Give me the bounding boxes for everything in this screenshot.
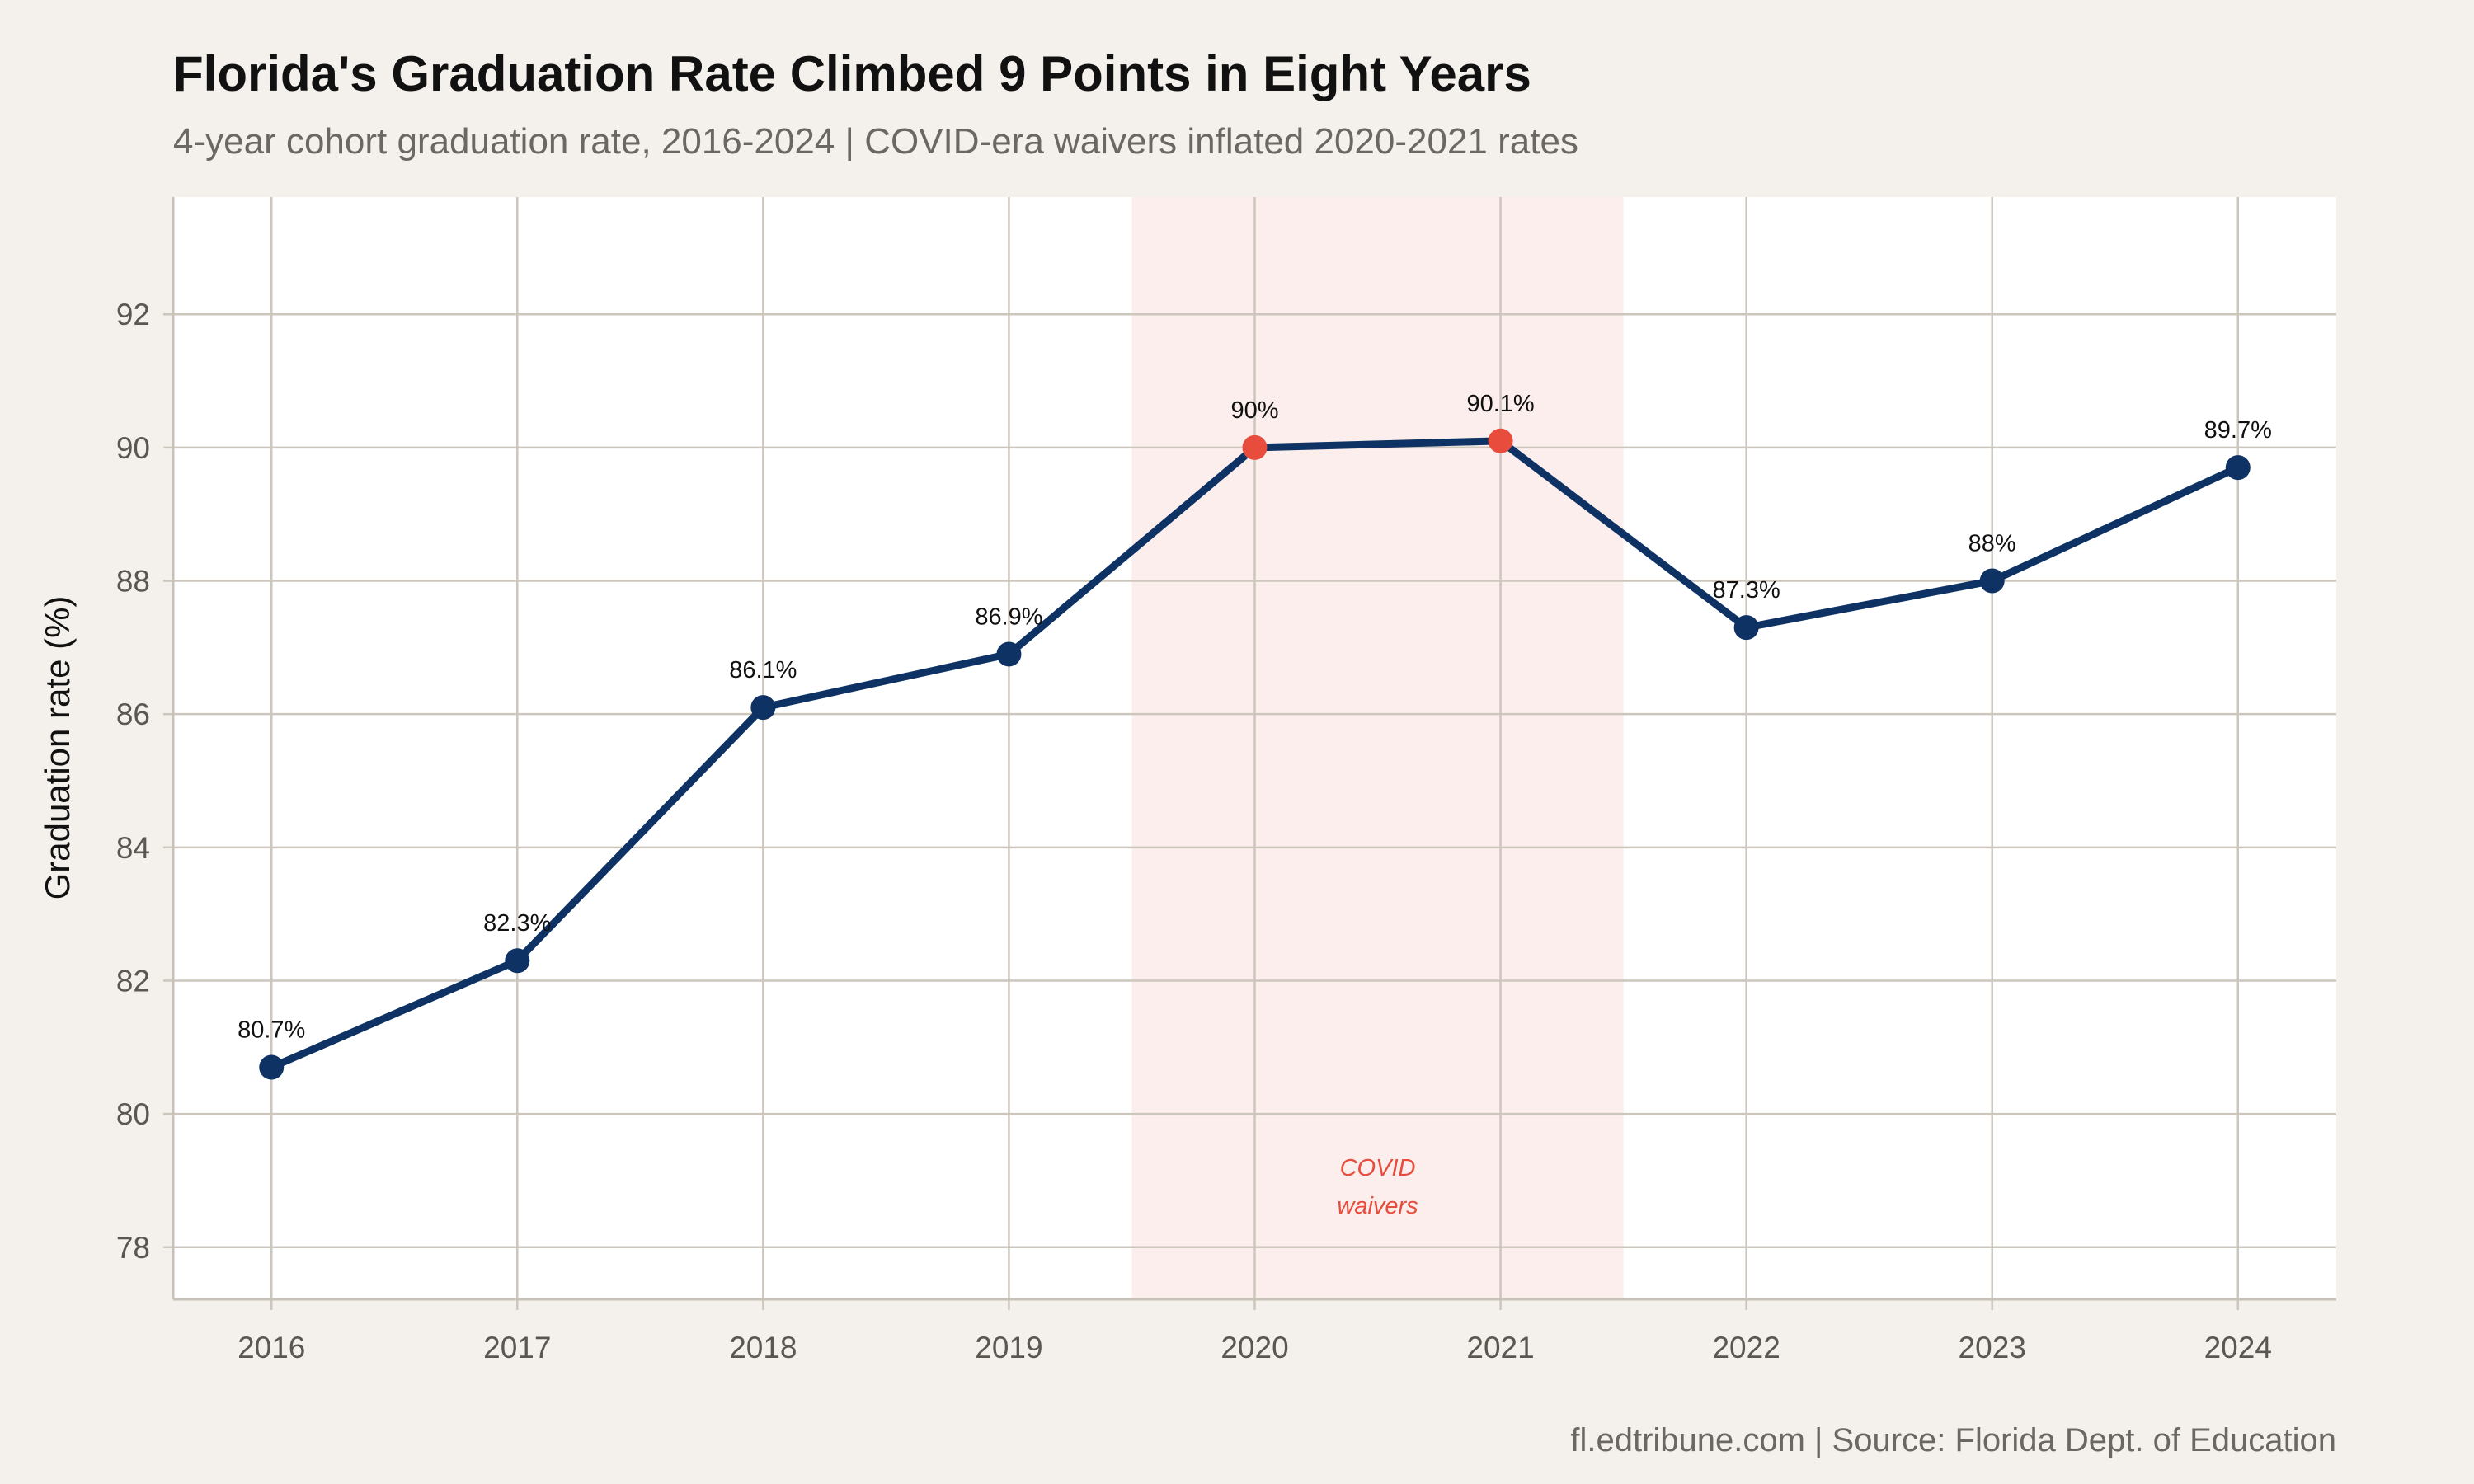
chart-caption: fl.edtribune.com | Source: Florida Dept.… [1570, 1422, 2336, 1458]
data-label: 88% [1968, 531, 2016, 557]
x-tick-label: 2021 [1466, 1331, 1534, 1364]
data-point [996, 641, 1022, 667]
x-tick-label: 2017 [483, 1331, 551, 1364]
data-point [750, 695, 776, 721]
covid-shaded-region [1131, 197, 1624, 1298]
y-tick-label: 92 [116, 298, 150, 331]
data-point [1242, 434, 1268, 460]
data-point [1979, 568, 2005, 594]
y-tick-label: 86 [116, 697, 150, 731]
x-tick-label: 2023 [1959, 1331, 2026, 1364]
shade-annotation-line1: COVID [1340, 1155, 1416, 1181]
shade-annotation-line2: waivers [1337, 1193, 1418, 1219]
data-label: 87.3% [1713, 577, 1780, 603]
data-point [2225, 455, 2251, 481]
y-tick-label: 78 [116, 1231, 150, 1265]
data-label: 82.3% [483, 910, 551, 937]
x-tick-label: 2024 [2204, 1331, 2272, 1364]
x-tick-label: 2019 [975, 1331, 1042, 1364]
data-label: 89.7% [2204, 417, 2272, 444]
x-tick-label: 2022 [1712, 1331, 1780, 1364]
x-tick-label: 2016 [238, 1331, 305, 1364]
y-tick-label: 90 [116, 431, 150, 465]
y-tick-label: 88 [116, 565, 150, 599]
data-label: 90.1% [1466, 391, 1534, 417]
y-axis-title: Graduation rate (%) [38, 596, 77, 900]
y-tick-label: 82 [116, 964, 150, 998]
x-tick-label: 2020 [1221, 1331, 1288, 1364]
data-point [1488, 428, 1513, 453]
y-tick-label: 80 [116, 1097, 150, 1131]
data-label: 90% [1230, 397, 1278, 424]
data-label: 86.1% [729, 657, 797, 683]
x-tick-label: 2018 [729, 1331, 797, 1364]
data-point [505, 948, 530, 974]
chart-subtitle: 4-year cohort graduation rate, 2016-2024… [173, 121, 1578, 162]
data-label: 80.7% [238, 1017, 305, 1044]
data-point [259, 1054, 285, 1080]
chart-title: Florida's Graduation Rate Climbed 9 Poin… [173, 46, 1531, 101]
data-label: 86.9% [975, 603, 1042, 630]
data-point [1733, 615, 1759, 641]
y-tick-label: 84 [116, 831, 150, 865]
